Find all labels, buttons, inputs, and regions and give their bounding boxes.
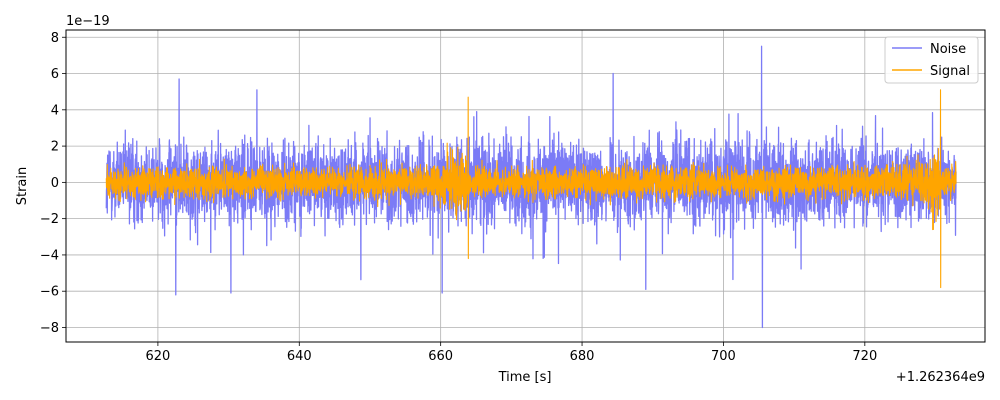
x-tick-label: 620: [145, 349, 170, 364]
y-tick-label: −8: [40, 321, 59, 336]
y-tick-label: −4: [40, 248, 59, 263]
x-tick-label: 680: [570, 349, 595, 364]
y-tick-label: 8: [51, 31, 59, 46]
y-axis-label: Strain: [15, 167, 30, 206]
y-tick-label: 2: [51, 140, 59, 155]
plot-frame: [65, 29, 986, 343]
y-axis-ticks: −8 −6 −4 −2 0 2 4 6 8: [40, 31, 66, 336]
y-scale-label: 1e−19: [66, 14, 110, 29]
series-layer: [105, 45, 957, 329]
legend-label-noise: Noise: [930, 42, 966, 57]
x-offset-label: +1.262364e9: [896, 370, 985, 385]
x-axis-ticks: 620 640 660 680 700 720: [145, 342, 877, 364]
y-tick-label: −6: [40, 285, 59, 300]
x-tick-label: 640: [287, 349, 312, 364]
x-axis-label: Time [s]: [498, 370, 552, 385]
y-tick-label: 4: [51, 103, 59, 118]
series-line-signal: [105, 89, 957, 289]
y-tick-label: −2: [40, 212, 59, 227]
legend: Noise Signal: [884, 36, 979, 84]
x-tick-label: 720: [852, 349, 877, 364]
x-tick-label: 660: [428, 349, 453, 364]
y-tick-label: 0: [51, 176, 59, 191]
x-tick-label: 700: [711, 349, 736, 364]
y-tick-label: 6: [51, 67, 59, 82]
legend-label-signal: Signal: [930, 64, 970, 79]
